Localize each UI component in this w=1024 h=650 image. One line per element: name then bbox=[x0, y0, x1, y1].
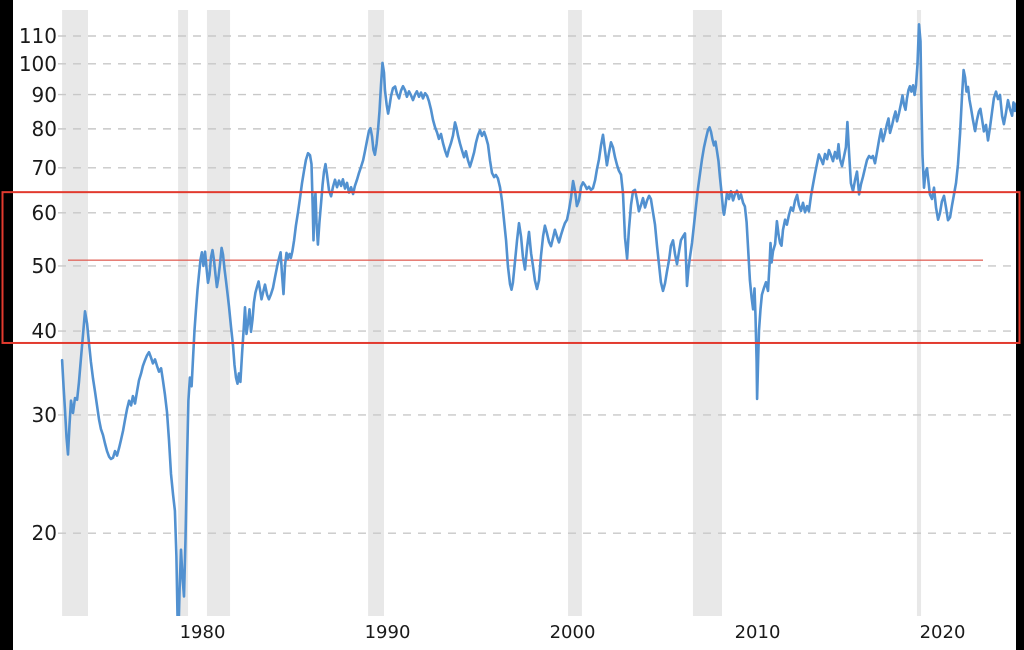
y-axis-label: 30 bbox=[31, 402, 57, 427]
recession-band bbox=[568, 10, 582, 616]
y-axis-label: 100 bbox=[18, 51, 57, 76]
x-axis-label: 2010 bbox=[734, 622, 781, 643]
annotation-box bbox=[1, 191, 1021, 344]
x-axis-label: 2020 bbox=[919, 622, 966, 643]
recession-band bbox=[916, 10, 922, 616]
y-axis-label: 20 bbox=[31, 521, 57, 546]
y-axis-label: 90 bbox=[31, 82, 57, 107]
left-black-bar bbox=[0, 0, 13, 650]
y-axis-label: 50 bbox=[31, 253, 57, 278]
y-axis-label: 80 bbox=[31, 116, 57, 141]
y-axis-label: 70 bbox=[31, 155, 57, 180]
recession-band bbox=[692, 10, 722, 616]
x-axis-label: 1980 bbox=[179, 622, 226, 643]
recession-band bbox=[178, 10, 189, 616]
x-axis-label: 1990 bbox=[364, 622, 411, 643]
recession-band bbox=[368, 10, 384, 616]
ratio-line bbox=[60, 22, 1016, 616]
y-axis-label: 40 bbox=[31, 319, 57, 344]
y-axis-label: 60 bbox=[31, 200, 57, 225]
y-axis-label: 110 bbox=[18, 24, 57, 48]
recession-band bbox=[206, 10, 231, 616]
x-axis-label: 2000 bbox=[549, 622, 596, 643]
